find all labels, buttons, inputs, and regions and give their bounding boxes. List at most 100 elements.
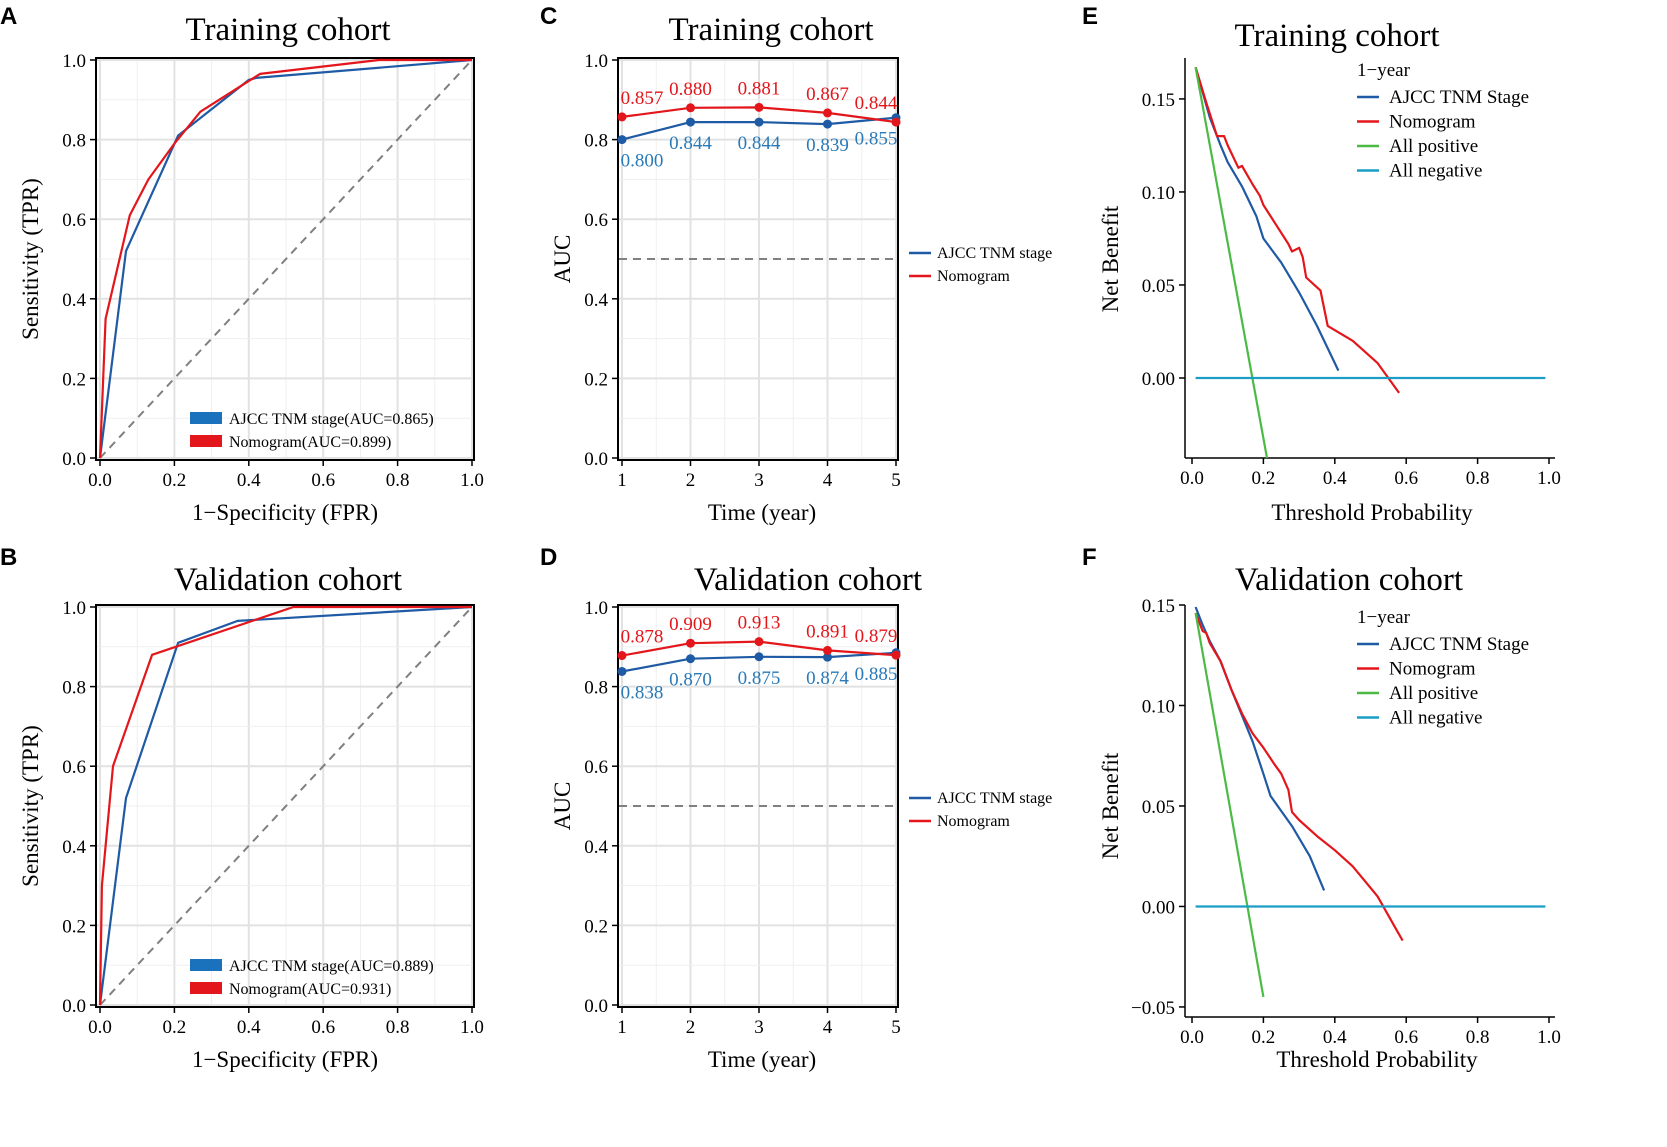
plot-frame [617, 604, 899, 1008]
panel-letter: D [540, 544, 557, 571]
y-tick-label: 0.8 [62, 131, 86, 152]
series-nomogram [98, 58, 472, 459]
data-label: 0.844 [738, 133, 781, 154]
panel-a: A 0.0 0.2 0.4 0.6 0.8 1.0 0.0 0.2 0.4 0.6 0.8 1.0 Tra… [0, 3, 484, 525]
plot-frame [95, 604, 475, 1008]
legend-label: Nomogram [1389, 112, 1476, 133]
legend-label: AJCC TNM Stage [1389, 87, 1529, 108]
x-tick-label: 0.8 [386, 1017, 410, 1038]
x-tick-label: 0.6 [1394, 1027, 1418, 1048]
y-axis-label: Sensitivity (TPR) [18, 178, 43, 340]
data-point [617, 135, 627, 145]
data-label: 0.880 [669, 79, 712, 100]
x-tick-label: 5 [891, 1017, 901, 1038]
series-all-positive [1194, 67, 1269, 459]
y-axis-label: Sensitivity (TPR) [18, 725, 43, 887]
x-tick-label: 4 [823, 1017, 833, 1038]
data-point [754, 117, 764, 127]
series-line [1194, 66, 1400, 394]
series-line [98, 605, 473, 1006]
series-nomogram: 0.857 0.880 0.881 0.867 0.844 [617, 78, 901, 127]
chart-title: Validation cohort [1235, 562, 1463, 598]
data-point [754, 652, 764, 662]
data-label: 0.913 [738, 613, 781, 634]
series-line [1194, 606, 1326, 891]
legend-label: All negative [1389, 708, 1482, 729]
y-axis-label: Net Benefit [1098, 205, 1123, 312]
legend: AJCC TNM stage Nomogram [909, 790, 1052, 830]
y-tick-label: 1.0 [62, 51, 86, 72]
x-tick-label: 1.0 [460, 470, 484, 491]
series-all-positive [1194, 612, 1265, 998]
data-point [686, 638, 695, 648]
legend-title: 1−year [1357, 60, 1411, 81]
legend-label: Nomogram(AUC=0.899) [229, 434, 391, 451]
data-point [686, 117, 695, 127]
legend-label: AJCC TNM stage [937, 245, 1052, 262]
x-axis-label: Time (year) [708, 1047, 816, 1072]
x-tick-label: 0.0 [1180, 1027, 1204, 1048]
chart-title: Validation cohort [174, 562, 402, 598]
legend-label: All positive [1389, 136, 1478, 157]
data-point [617, 112, 627, 122]
grid [618, 605, 898, 1007]
data-point [823, 108, 832, 118]
data-label: 0.879 [855, 626, 898, 647]
legend-swatch [190, 959, 222, 971]
y-tick-label: 0.15 [1142, 90, 1175, 111]
x-tick-label: 3 [754, 470, 764, 491]
panel-letter: A [0, 3, 17, 30]
x-tick-label: 3 [754, 1017, 764, 1038]
plot-frame [617, 57, 899, 461]
data-label: 0.875 [738, 668, 781, 689]
reference-diagonal [99, 59, 473, 459]
legend-label: Nomogram [1389, 659, 1476, 680]
data-point [686, 654, 695, 664]
x-tick-label: 0.0 [1180, 468, 1204, 489]
panel-e: E 0.0 0.2 0.4 0.6 0.8 1.0 0.00 0.05 0.10 0.15 Train… [1082, 3, 1561, 525]
series-line [98, 58, 472, 459]
x-tick-label: 1.0 [1537, 1027, 1561, 1048]
y-tick-label: 0.6 [62, 757, 86, 778]
legend-label: Nomogram [937, 268, 1010, 285]
data-label: 0.870 [669, 670, 712, 691]
data-label: 0.885 [855, 664, 898, 685]
panel-letter: C [540, 3, 557, 30]
panel-letter: E [1082, 3, 1098, 30]
x-tick-label: 2 [686, 1017, 696, 1038]
data-label: 0.844 [855, 93, 898, 114]
y-tick-label: 0.10 [1142, 183, 1175, 204]
panel-c: C 1 2 3 4 5 0.0 0.2 0.4 0.6 0.8 1.0 Training cohort T… [540, 3, 1052, 525]
x-tick-label: 0.8 [386, 470, 410, 491]
panel-d: D 1 2 3 4 5 0.0 0.2 0.4 0.6 0.8 1.0 Validation cohor… [540, 544, 1052, 1072]
y-tick-label: 0.8 [584, 678, 608, 699]
data-label: 0.839 [806, 135, 849, 156]
y-tick-label: 0.0 [584, 996, 608, 1017]
series-line [1194, 612, 1404, 942]
data-label: 0.800 [621, 151, 664, 172]
data-point [617, 666, 627, 676]
x-tick-label: 1 [617, 1017, 627, 1038]
data-label: 0.857 [621, 88, 664, 109]
legend-swatch [190, 982, 222, 994]
series-nomogram [1194, 66, 1400, 394]
x-tick-label: 0.2 [163, 1017, 187, 1038]
y-tick-label: 1.0 [584, 51, 608, 72]
y-tick-label: −0.05 [1131, 998, 1175, 1019]
x-tick-label: 0.2 [163, 470, 187, 491]
legend-label: AJCC TNM Stage [1389, 634, 1529, 655]
series-nomogram [1194, 612, 1404, 942]
y-axis-label: AUC [550, 235, 575, 284]
x-tick-label: 0.2 [1252, 468, 1276, 489]
x-tick-label: 4 [823, 470, 833, 491]
series-line [98, 605, 472, 1006]
reference-diagonal [99, 606, 473, 1006]
series-ajcc-tnm-stage [98, 605, 473, 1006]
legend-label: AJCC TNM stage(AUC=0.865) [229, 411, 434, 428]
legend: 1−year AJCC TNM Stage Nomogram All positive… [1357, 607, 1529, 729]
y-tick-label: 1.0 [584, 598, 608, 619]
y-tick-label: 0.15 [1142, 596, 1175, 617]
x-axis-label: Time (year) [708, 500, 816, 525]
